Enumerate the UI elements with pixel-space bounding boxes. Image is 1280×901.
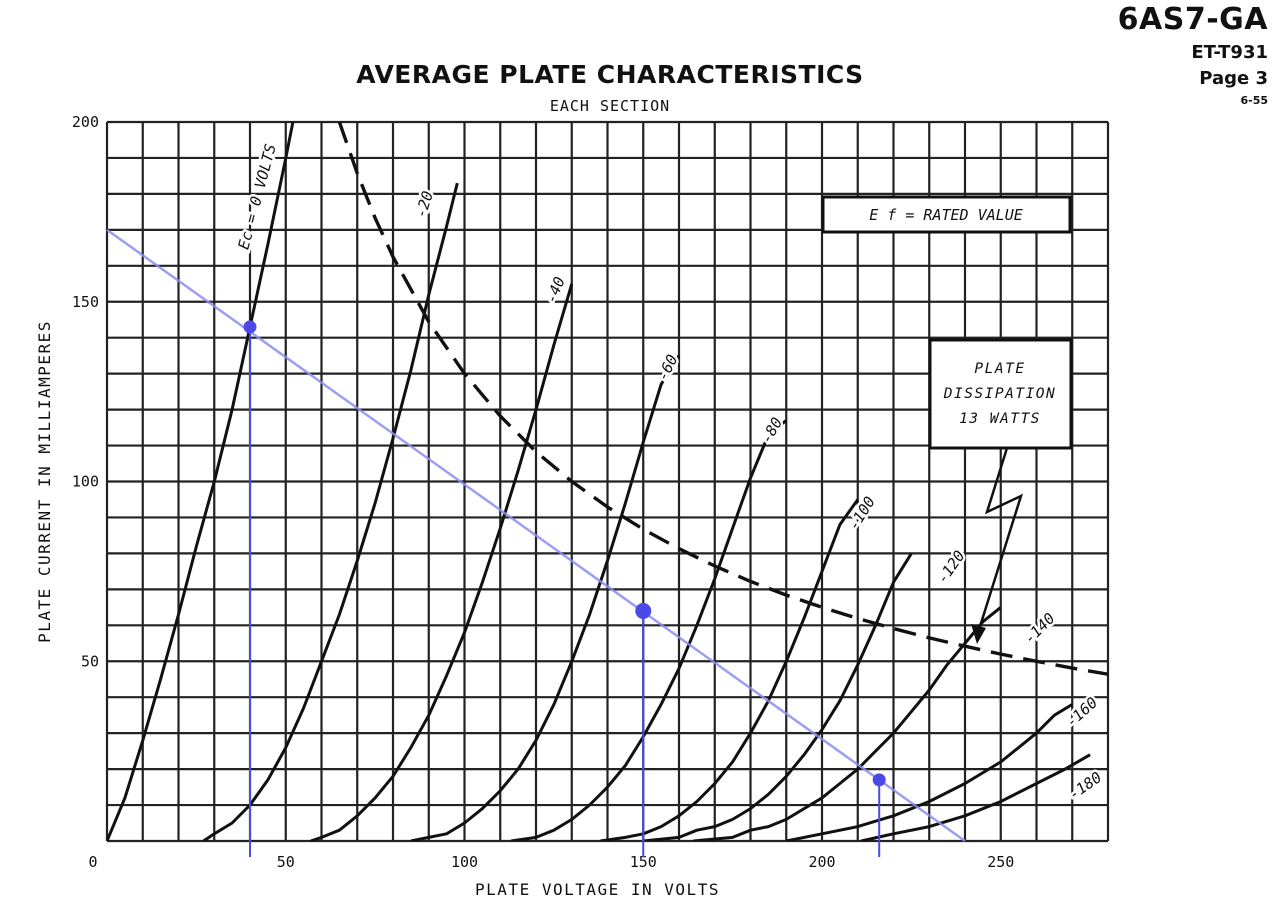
x-tick-label: 150 (630, 853, 657, 871)
series-line (860, 753, 1091, 841)
series-line (310, 283, 574, 841)
x-tick-label: 100 (451, 853, 478, 871)
series-line (202, 182, 459, 841)
tube-type-label: 6AS7-GA (1117, 2, 1268, 37)
document-code: ET-T931 (1191, 42, 1268, 63)
operating-point (872, 773, 886, 787)
operating-point (635, 602, 652, 619)
chart-subtitle: EACH SECTION (549, 97, 671, 115)
dissipation-label: 13 WATTS (959, 411, 1041, 427)
y-tick-label: 50 (81, 652, 99, 670)
x-tick-label: 250 (987, 853, 1014, 871)
revision-date: 6-55 (1240, 94, 1268, 107)
leader-arrow-head (971, 624, 986, 644)
rated-value-label: E f = RATED VALUE (869, 206, 1023, 224)
y-axis-label: PLATE CURRENT IN MILLIAMPERES (35, 320, 54, 643)
dissipation-label: PLATE (974, 361, 1025, 377)
leader-arrow-line (975, 447, 1024, 637)
x-tick-label: 200 (808, 853, 835, 871)
series-line (643, 552, 913, 841)
operating-point (243, 320, 257, 334)
series-label-140: -140 (1020, 609, 1058, 647)
series-line (786, 703, 1074, 841)
page-number: Page 3 (1199, 68, 1268, 89)
x-axis-label: PLATE VOLTAGE IN VOLTS (475, 880, 720, 899)
y-tick-label: 150 (72, 293, 99, 311)
series-line (510, 419, 788, 841)
dissipation-curve (337, 122, 1108, 676)
series-line (410, 354, 681, 841)
series-line (693, 606, 1002, 841)
rated-value-box (821, 195, 1072, 234)
y-tick-label: 100 (72, 473, 99, 491)
series-label-80: -80 (757, 414, 786, 446)
x-tick-label: 50 (277, 853, 295, 871)
series-line (600, 498, 860, 841)
curves-group (107, 122, 1108, 841)
series-label-160: -160 (1062, 694, 1101, 732)
x-tick-label: 0 (88, 853, 97, 871)
grid (105, 120, 1110, 843)
dissipation-box (928, 338, 1073, 450)
chart-title: AVERAGE PLATE CHARACTERISTICS (356, 60, 864, 89)
series-line (107, 122, 295, 841)
y-tick-label: 200 (72, 113, 99, 131)
dissipation-label: DISSIPATION (943, 386, 1057, 402)
